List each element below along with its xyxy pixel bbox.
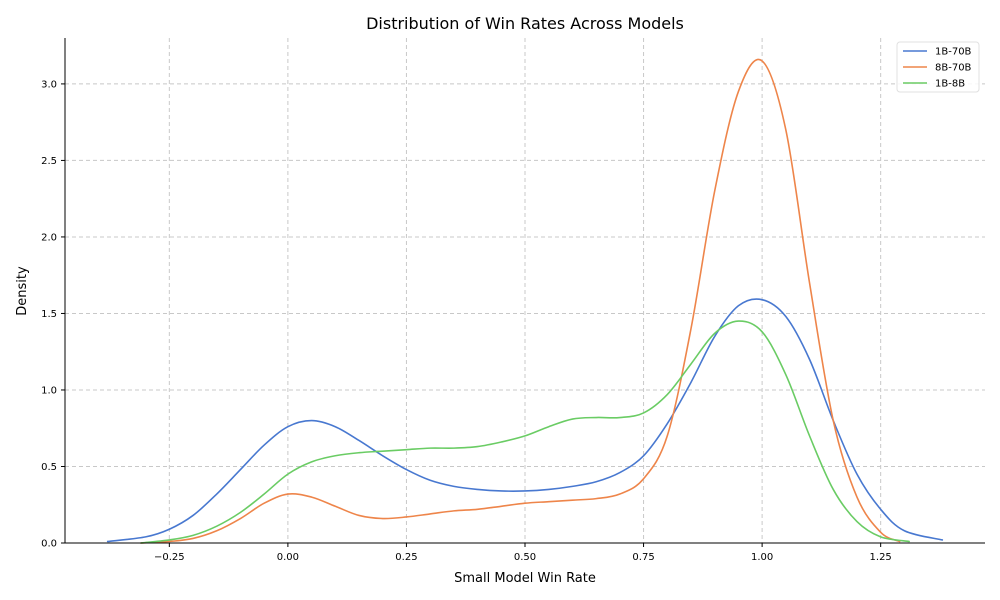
x-tick-label: −0.25 — [154, 552, 185, 563]
x-axis-label: Small Model Win Rate — [454, 571, 596, 586]
y-tick-label: 0.5 — [41, 462, 57, 473]
x-tick-label: 0.25 — [395, 552, 417, 563]
series-line-8B-70B — [140, 58, 901, 544]
legend-label: 1B-70B — [935, 47, 972, 58]
grid-layer — [65, 38, 985, 543]
chart-title: Distribution of Win Rates Across Models — [366, 14, 684, 33]
legend: 1B-70B 8B-70B 1B-8B — [896, 41, 980, 93]
y-tick-label: 2.0 — [41, 232, 57, 243]
y-tick-label: 0.0 — [41, 539, 57, 550]
y-tick-label: 2.5 — [41, 156, 57, 167]
x-tick-label: 0.50 — [514, 552, 536, 563]
x-tick-label: 0.75 — [632, 552, 654, 563]
y-tick-label: 1.0 — [41, 385, 57, 396]
y-tick-label: 1.5 — [41, 309, 57, 320]
x-tick-label: 1.25 — [870, 552, 892, 563]
legend-label: 1B-8B — [935, 79, 965, 90]
x-tick-label: 0.00 — [277, 552, 299, 563]
tick-layer: −0.25 0.00 0.25 0.50 0.75 1.00 1.25 0.0 0.5 1.0 1.… — [41, 79, 892, 563]
x-tick-label: 1.00 — [751, 552, 773, 563]
y-tick-label: 3.0 — [41, 79, 57, 90]
legend-box — [896, 41, 980, 93]
series-line-1B-8B — [140, 320, 910, 544]
legend-label: 8B-70B — [935, 63, 972, 74]
series-layer — [106, 58, 944, 544]
series-line-1B-70B — [106, 298, 944, 543]
y-axis-label: Density — [15, 266, 30, 316]
